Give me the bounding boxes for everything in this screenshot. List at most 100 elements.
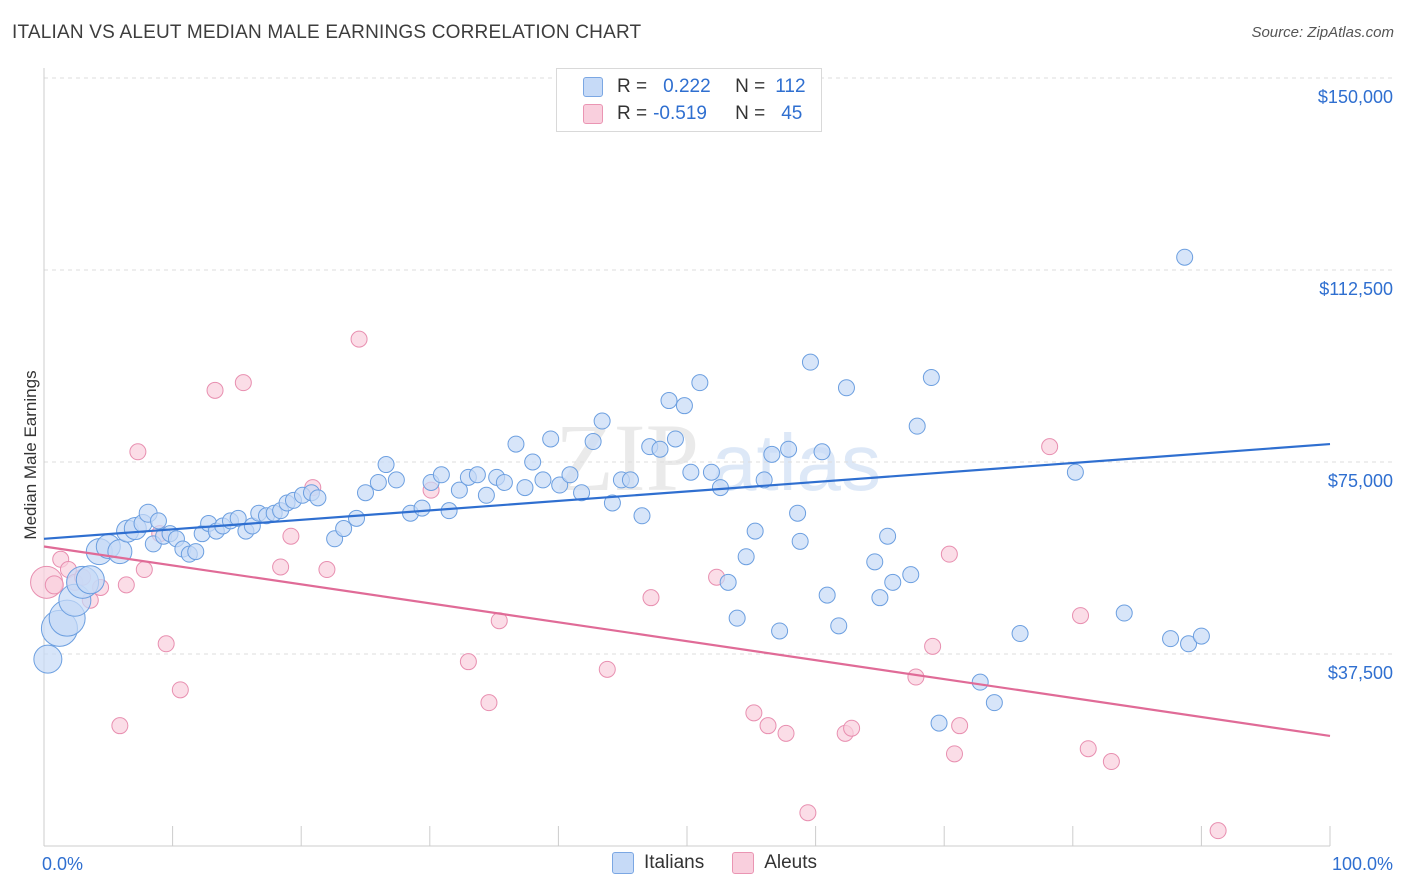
- italians-legend-label: Italians: [644, 852, 705, 873]
- italian-point-95: [871, 589, 889, 607]
- aleuts-r-label: R =: [617, 103, 648, 124]
- italian-point-65: [593, 412, 611, 430]
- aleuts-swatch: [583, 104, 603, 124]
- italian-point-100: [922, 369, 940, 387]
- y-tick-label-1: $75,000: [1328, 471, 1393, 491]
- italian-point-26: [229, 509, 247, 527]
- italian-point-5: [75, 565, 105, 595]
- italians-r-label: R =: [617, 76, 648, 97]
- axes: [43, 68, 1331, 847]
- x-tick-label-max: 100.0%: [1332, 854, 1393, 874]
- grid-lines: [44, 77, 1392, 655]
- aleuts-legend-label: Aleuts: [764, 852, 818, 873]
- aleut-point-13: [157, 635, 175, 653]
- y-tick-label-2: $112,500: [1319, 279, 1393, 299]
- aleuts-n-value: 45: [781, 103, 803, 124]
- italian-point-93: [837, 379, 855, 397]
- italian-point-64: [584, 433, 602, 451]
- italian-point-39: [335, 520, 353, 538]
- italian-point-53: [477, 486, 495, 504]
- italian-point-79: [719, 573, 737, 591]
- italian-point-83: [755, 471, 773, 489]
- italian-point-101: [930, 714, 948, 732]
- aleut-point-23: [459, 653, 477, 671]
- chart-source: Source: ZipAtlas.com: [1251, 24, 1394, 41]
- italian-point-80: [728, 609, 746, 627]
- aleut-point-31: [777, 724, 795, 742]
- italian-point-108: [1176, 248, 1194, 266]
- italians-series: [33, 248, 1210, 732]
- italian-point-74: [675, 397, 693, 415]
- aleut-point-24: [480, 694, 498, 712]
- y-tick-labels: $37,500 $75,000 $112,500 $150,000: [1318, 87, 1393, 683]
- aleut-point-37: [940, 545, 958, 563]
- aleut-point-8: [111, 717, 129, 735]
- italian-point-87: [789, 504, 807, 522]
- italian-point-99: [908, 417, 926, 435]
- italian-point-14: [149, 512, 167, 530]
- italian-point-107: [1162, 630, 1180, 648]
- italians-swatch: [583, 77, 603, 97]
- italian-point-48: [432, 466, 450, 484]
- italian-point-44: [387, 471, 405, 489]
- aleut-point-11: [135, 561, 153, 579]
- italians-legend-swatch: [612, 852, 634, 874]
- aleut-point-14: [171, 681, 189, 699]
- trend-lines: [43, 442, 1331, 738]
- italians-n-value: 112: [775, 76, 806, 97]
- italian-point-88: [791, 532, 809, 550]
- italian-point-66: [603, 494, 621, 512]
- italian-point-61: [551, 476, 569, 494]
- aleut-point-26: [598, 660, 616, 678]
- italian-point-103: [985, 694, 1003, 712]
- y-tick-label-3: $150,000: [1318, 87, 1393, 107]
- italian-point-109: [1180, 635, 1198, 653]
- italian-point-62: [561, 466, 579, 484]
- italian-point-68: [621, 471, 639, 489]
- italians-r-value: 0.222: [663, 76, 711, 97]
- aleut-point-27: [642, 589, 660, 607]
- aleuts-legend-swatch: [732, 852, 755, 874]
- aleut-point-17: [272, 558, 290, 576]
- legend-row-italians: R = 0.222 N = 112: [557, 73, 806, 101]
- italian-point-71: [651, 440, 669, 458]
- italian-point-96: [879, 527, 897, 545]
- legend-item-italians[interactable]: Italians: [612, 852, 704, 874]
- aleut-point-10: [129, 443, 147, 461]
- italian-point-59: [534, 471, 552, 489]
- italian-point-89: [801, 353, 819, 371]
- aleut-point-35: [907, 668, 925, 686]
- aleut-point-1: [44, 575, 64, 595]
- italian-point-55: [495, 473, 513, 491]
- italian-point-86: [780, 440, 798, 458]
- stats-legend: R = 0.222 N = 112 R = -0.519 N = 45: [556, 68, 822, 132]
- italian-point-73: [666, 430, 684, 448]
- aleut-point-34: [843, 719, 861, 737]
- italian-point-104: [1011, 625, 1029, 643]
- aleut-point-30: [759, 717, 777, 735]
- chart-title: ITALIAN VS ALEUT MEDIAN MALE EARNINGS CO…: [12, 22, 642, 43]
- aleut-point-38: [945, 745, 963, 763]
- aleut-point-36: [924, 637, 942, 655]
- italian-point-110: [1192, 627, 1210, 645]
- italian-point-43: [377, 456, 395, 474]
- aleut-point-40: [1041, 438, 1059, 456]
- italian-point-92: [830, 617, 848, 635]
- italian-point-85: [771, 622, 789, 640]
- italian-point-72: [660, 392, 678, 410]
- legend-item-aleuts[interactable]: Aleuts: [732, 852, 817, 874]
- italian-point-60: [542, 430, 560, 448]
- italians-trend-line: [43, 442, 1331, 540]
- legend-row-aleuts: R = -0.519 N = 45: [557, 100, 802, 128]
- x-tick-label-min: 0.0%: [42, 854, 83, 874]
- italian-point-91: [818, 586, 836, 604]
- italian-point-82: [746, 522, 764, 540]
- aleut-point-42: [1079, 740, 1097, 758]
- italian-point-20: [187, 543, 205, 561]
- y-tick-label-0: $37,500: [1328, 663, 1393, 683]
- italian-point-106: [1115, 604, 1133, 622]
- aleut-point-15: [206, 381, 224, 399]
- italian-point-84: [763, 445, 781, 463]
- italian-point-76: [691, 374, 709, 392]
